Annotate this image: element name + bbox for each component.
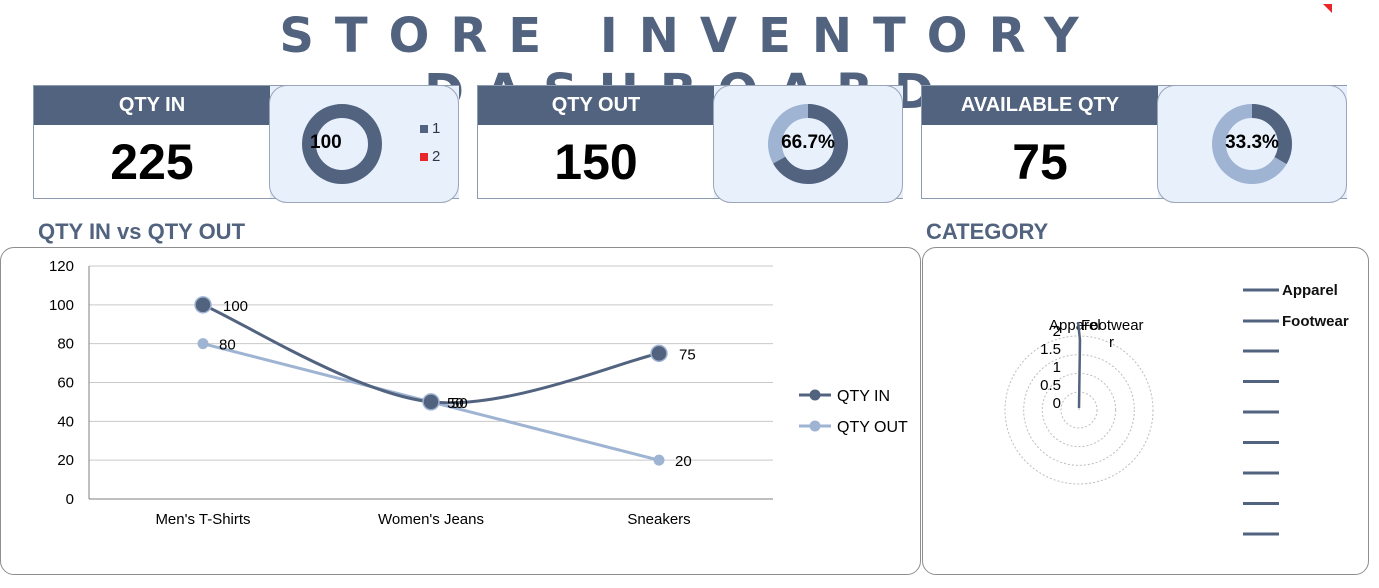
- category-chart-panel[interactable]: 0 0.5 1 1.5 2 Apparel Footwear r Apparel Footwear: [922, 247, 1369, 575]
- donut-ring: [302, 104, 382, 184]
- legend-marker: [809, 389, 821, 401]
- radar-category-label: Footwear: [1081, 317, 1144, 334]
- donut-value: 33.3%: [1225, 132, 1279, 153]
- legend-item-1: 1: [420, 115, 440, 143]
- series-line-qty-in: [202, 303, 660, 405]
- legend-label: 2: [432, 148, 441, 165]
- data-label-qty-in: 75: [679, 346, 696, 363]
- data-label-qty-out: 80: [219, 337, 236, 354]
- legend-label: QTY IN: [837, 388, 890, 405]
- legend-swatch: [420, 125, 428, 133]
- donut-chart-available-qty: [1212, 104, 1292, 184]
- y-tick-label: 40: [57, 413, 74, 430]
- y-tick-label: 80: [57, 336, 74, 353]
- legend-label: QTY OUT: [837, 419, 908, 436]
- data-label-qty-in: 50: [451, 395, 468, 412]
- data-point-qty-in: [194, 296, 212, 314]
- data-label-qty-out: 50: [447, 395, 464, 412]
- legend-label: Apparel: [1282, 282, 1338, 299]
- kpi-donut-panel-available-qty[interactable]: 33.3%: [1157, 85, 1347, 203]
- kpi-label: QTY OUT: [478, 86, 714, 125]
- kpi-value: 225: [110, 134, 194, 190]
- kpi-value: 75: [1012, 134, 1068, 190]
- pie-legend: 1 2: [420, 115, 440, 171]
- data-point-qty-out: [197, 338, 209, 350]
- data-label-qty-out: 20: [675, 453, 692, 470]
- y-tick-label: 20: [57, 452, 74, 469]
- kpi-donut-panel-qty-out[interactable]: 66.7%: [713, 85, 903, 203]
- y-tick-label: 0: [66, 491, 74, 508]
- radial-tick-label: 0.5: [1040, 377, 1061, 394]
- data-point-qty-in: [650, 344, 668, 363]
- line-chart-panel[interactable]: 0 20 40 60 80 100 120 Men's T-Shirts Women's Jea…: [0, 247, 921, 575]
- kpi-label: AVAILABLE QTY: [922, 86, 1158, 125]
- x-tick-label: Sneakers: [627, 511, 690, 528]
- legend-label: 1: [432, 120, 441, 137]
- donut-chart-qty-out: [768, 104, 848, 184]
- donut-chart-qty-in: [302, 104, 382, 184]
- y-tick-label: 60: [57, 375, 74, 392]
- radial-tick-label: 1.5: [1040, 341, 1061, 358]
- legend-label: Footwear: [1282, 313, 1349, 330]
- radar-category-label: r: [1109, 334, 1114, 351]
- category-section-title: CATEGORY: [926, 219, 1049, 244]
- radar-series-line: [1076, 321, 1082, 409]
- line-chart: 0 20 40 60 80 100 120 Men's T-Shirts Women's Jea…: [49, 258, 908, 528]
- donut-value: 100: [310, 132, 342, 153]
- y-tick-label: 100: [49, 297, 74, 314]
- comment-indicator: [1323, 4, 1332, 13]
- data-point-qty-out: [653, 454, 665, 466]
- kpi-donut-panel-qty-in[interactable]: 100 1 2: [269, 85, 459, 203]
- legend-swatch: [420, 153, 428, 161]
- legend-item-2: 2: [420, 143, 440, 171]
- radial-tick-label: 2: [1053, 323, 1061, 340]
- x-tick-label: Men's T-Shirts: [155, 511, 250, 528]
- y-tick-label: 120: [49, 258, 74, 275]
- donut-ring-share: [1212, 104, 1292, 184]
- donut-ring-share: [768, 104, 848, 184]
- radial-tick-label: 1: [1053, 359, 1061, 376]
- kpi-value: 150: [554, 134, 638, 190]
- data-label-qty-in: 100: [223, 298, 248, 315]
- radial-tick-label: 0: [1053, 395, 1061, 412]
- x-tick-label: Women's Jeans: [378, 511, 484, 528]
- legend-marker: [809, 420, 821, 432]
- data-point-qty-in: [422, 393, 440, 411]
- radar-category-label: Apparel: [1049, 317, 1101, 334]
- donut-value: 66.7%: [781, 132, 835, 153]
- kpi-label: QTY IN: [34, 86, 270, 125]
- line-chart-section-title: QTY IN vs QTY OUT: [38, 219, 246, 244]
